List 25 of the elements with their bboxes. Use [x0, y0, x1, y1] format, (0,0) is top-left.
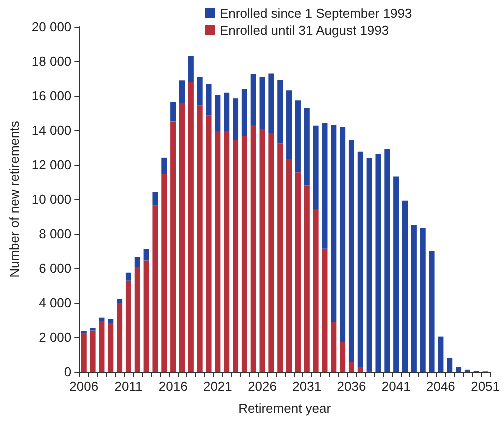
- y-tick-label: 12 000: [32, 158, 72, 172]
- x-tick-label: 2046: [426, 379, 456, 394]
- x-tick-label: 2041: [382, 379, 411, 394]
- y-tick-label: 6 000: [39, 261, 72, 276]
- y-tick-label: 14 000: [32, 123, 72, 138]
- y-tick-label: 4 000: [39, 296, 72, 310]
- y-tick-label: 8 000: [39, 226, 72, 242]
- legend-label: Enrolled since 1 September 1993: [220, 6, 412, 21]
- x-tick-label: 2016: [158, 379, 188, 394]
- y-tick-label: 0: [64, 364, 72, 380]
- y-tick-label: 16 000: [32, 88, 72, 104]
- x-axis-title: Retirement year: [238, 401, 332, 416]
- x-tick-label: 2051: [471, 379, 500, 394]
- x-tick-label: 2021: [203, 379, 232, 394]
- x-tick-label: 2011: [114, 379, 143, 394]
- x-tick-label: 2036: [337, 379, 366, 394]
- x-tick-label: 2026: [248, 379, 277, 394]
- y-tick-label: 18 000: [32, 54, 72, 69]
- y-tick-label: 2 000: [39, 330, 72, 345]
- legend-label: Enrolled until 31 August 1993: [220, 23, 390, 38]
- y-tick-label: 10 000: [32, 192, 72, 207]
- y-axis-title: Number of new retirements: [7, 120, 22, 278]
- x-tick-label: 2006: [70, 379, 99, 394]
- x-tick-label: 2031: [292, 379, 322, 394]
- y-tick-label: 20 000: [32, 20, 72, 34]
